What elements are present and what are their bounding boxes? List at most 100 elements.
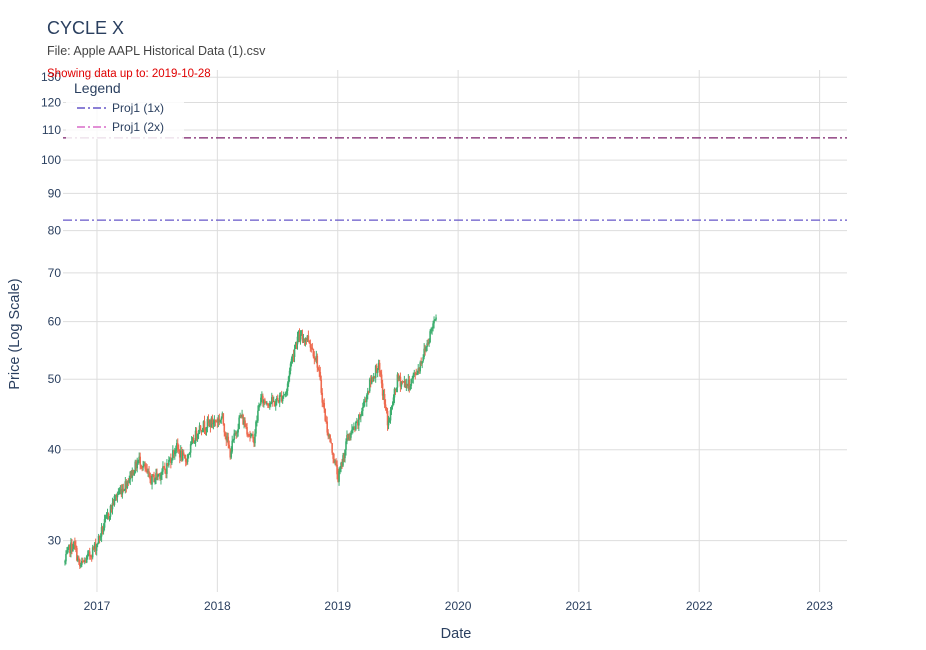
candle-body bbox=[135, 461, 138, 469]
candle bbox=[85, 554, 88, 564]
candle-body bbox=[411, 378, 414, 380]
candle bbox=[145, 463, 147, 473]
legend[interactable]: Legend Proj1 (1x) Proj1 (2x) bbox=[66, 77, 184, 139]
candle-body bbox=[324, 408, 327, 421]
candle-body bbox=[429, 331, 431, 343]
candle-body bbox=[367, 391, 370, 393]
candle-body bbox=[88, 551, 91, 556]
candle-body bbox=[144, 464, 146, 469]
candle-body bbox=[120, 489, 123, 495]
candle bbox=[377, 359, 380, 371]
candle bbox=[425, 346, 427, 353]
candle-body bbox=[318, 369, 321, 372]
candle-body bbox=[189, 444, 192, 453]
candle-body bbox=[232, 439, 234, 441]
candle-body bbox=[370, 377, 373, 384]
candle-body bbox=[178, 450, 181, 458]
candle bbox=[361, 407, 363, 416]
candle-body bbox=[204, 429, 207, 431]
candle bbox=[100, 523, 103, 543]
candle bbox=[383, 388, 386, 409]
x-gridlines bbox=[96, 70, 821, 592]
candle bbox=[262, 393, 264, 407]
candle-body bbox=[316, 355, 319, 368]
candle bbox=[98, 535, 101, 544]
candle bbox=[273, 400, 276, 407]
candle bbox=[251, 433, 253, 437]
candle bbox=[331, 443, 333, 455]
candle-body bbox=[198, 425, 201, 434]
candle bbox=[260, 393, 262, 406]
candle-body bbox=[421, 361, 423, 364]
candle-body bbox=[77, 557, 79, 561]
candle bbox=[401, 380, 404, 385]
candle-body bbox=[409, 385, 412, 390]
candle-body bbox=[433, 320, 435, 324]
candle bbox=[236, 430, 238, 438]
candle bbox=[250, 432, 252, 439]
candle-body bbox=[143, 464, 145, 466]
candle-body bbox=[221, 413, 224, 419]
candle-body bbox=[333, 458, 335, 463]
candle-body bbox=[376, 369, 379, 374]
x-tick-labels: 2017 2018 2019 2020 2021 2022 2023 bbox=[84, 599, 834, 613]
candle bbox=[368, 377, 371, 393]
candle-body bbox=[188, 452, 191, 455]
candle bbox=[419, 360, 422, 374]
legend-item[interactable]: Proj1 (1x) bbox=[77, 101, 164, 115]
candle-body bbox=[382, 394, 385, 396]
legend-item[interactable]: Proj1 (2x) bbox=[77, 120, 164, 134]
x-tick-label: 2019 bbox=[324, 599, 351, 613]
candle bbox=[385, 407, 388, 414]
candle bbox=[97, 533, 100, 544]
candle-body bbox=[288, 370, 291, 377]
candle-body bbox=[80, 565, 82, 567]
candle bbox=[317, 366, 320, 371]
candle bbox=[119, 485, 122, 495]
candle bbox=[378, 359, 381, 377]
candle-body bbox=[266, 403, 268, 405]
candle bbox=[245, 423, 247, 430]
candle bbox=[193, 440, 196, 444]
candle bbox=[203, 415, 206, 434]
candle-body bbox=[402, 381, 405, 383]
candle-body bbox=[203, 421, 206, 430]
candle-body bbox=[217, 418, 220, 423]
candle bbox=[183, 454, 186, 459]
candle bbox=[344, 449, 346, 463]
candle bbox=[289, 361, 292, 375]
candle-body bbox=[70, 542, 72, 554]
candle-body bbox=[116, 494, 119, 498]
candle-body bbox=[377, 362, 380, 370]
candle-body bbox=[150, 479, 152, 485]
candle-body bbox=[297, 333, 300, 337]
candle-body bbox=[314, 359, 317, 361]
candle bbox=[255, 420, 257, 437]
candle-body bbox=[119, 489, 122, 491]
candle bbox=[335, 458, 337, 467]
candle bbox=[314, 357, 317, 362]
candle bbox=[178, 449, 181, 464]
candle-body bbox=[107, 513, 110, 518]
candle bbox=[308, 340, 311, 344]
candle bbox=[115, 493, 118, 501]
candle-body bbox=[130, 471, 133, 478]
candle-body bbox=[267, 403, 269, 406]
candle bbox=[248, 433, 250, 437]
candle-body bbox=[337, 474, 339, 482]
candle bbox=[276, 394, 279, 401]
candle bbox=[149, 472, 151, 484]
candle-body bbox=[163, 466, 165, 468]
candle bbox=[406, 383, 409, 389]
candle-body bbox=[222, 413, 225, 424]
candle-body bbox=[310, 347, 313, 349]
candle bbox=[187, 453, 190, 459]
candle-body bbox=[334, 461, 336, 463]
candle-body bbox=[345, 441, 347, 450]
candle-body bbox=[109, 505, 112, 517]
candle-body bbox=[380, 374, 383, 384]
y-tick-label: 120 bbox=[41, 96, 61, 110]
candle bbox=[370, 374, 373, 385]
candle bbox=[412, 372, 415, 384]
candle bbox=[390, 405, 393, 415]
